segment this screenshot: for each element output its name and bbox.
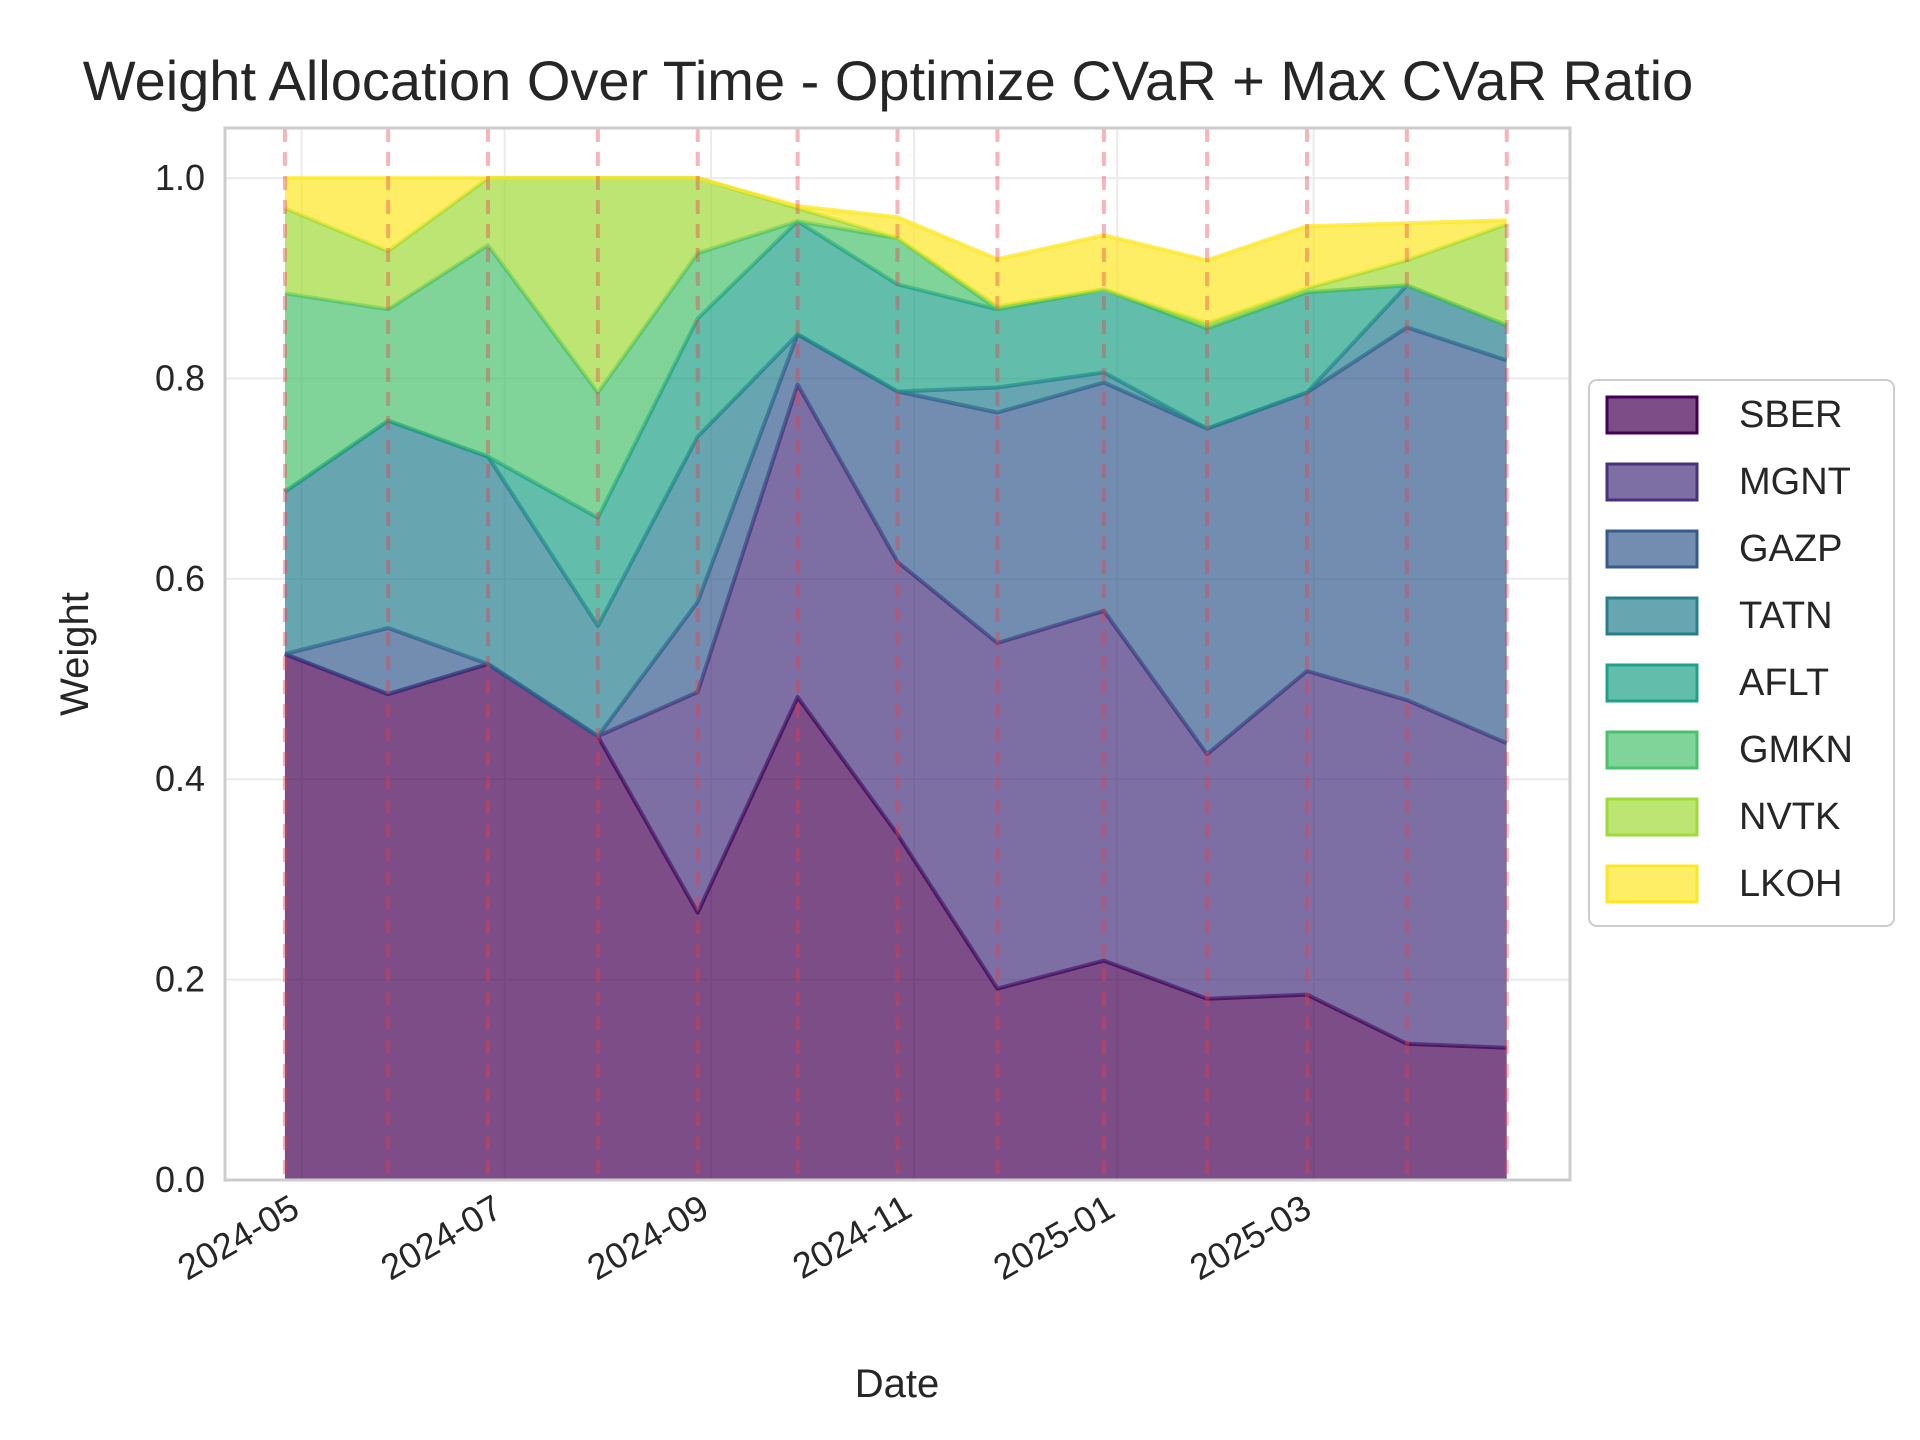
- stacked-areas: [283, 176, 1508, 1180]
- y-tick-labels: 0.0 0.2 0.4 0.6 0.8 1.0: [155, 157, 205, 1200]
- area-gazp: [284, 327, 1507, 755]
- legend-label-lkoh: LKOH: [1739, 863, 1842, 905]
- y-tick-label: 0.6: [155, 558, 205, 599]
- legend: SBER MGNT GAZP TATN AFLT GMKN NVTK LKOH: [1588, 379, 1895, 927]
- legend-label-mgnt: MGNT: [1739, 461, 1851, 503]
- x-tick-label: 2024-11: [786, 1186, 919, 1286]
- area-aflt: [284, 221, 1507, 626]
- area-lkoh: [284, 178, 1507, 324]
- legend-swatch-sber: [1605, 395, 1699, 435]
- rebalance-lines: [282, 128, 1509, 1180]
- legend-label-nvtk: NVTK: [1739, 796, 1840, 838]
- legend-label-aflt: AFLT: [1739, 662, 1829, 704]
- legend-swatch-gazp: [1605, 529, 1699, 569]
- x-axis-label: Date: [855, 1362, 940, 1406]
- y-tick-label: 0.2: [155, 959, 205, 1000]
- legend-swatch-gmkn: [1605, 730, 1699, 770]
- legend-swatch-lkoh: [1605, 864, 1699, 904]
- area-nvtk: [284, 178, 1507, 393]
- area-mgnt: [284, 384, 1507, 1048]
- legend-label-gmkn: GMKN: [1739, 729, 1853, 771]
- series-line-lkoh: [284, 176, 1507, 263]
- legend-label-gazp: GAZP: [1739, 528, 1842, 570]
- legend-swatch-aflt: [1605, 663, 1699, 703]
- area-sber: [284, 654, 1507, 1180]
- y-tick-label: 0.8: [155, 357, 205, 398]
- x-tick-label: 2025-01: [986, 1186, 1121, 1288]
- chart-title: Weight Allocation Over Time - Optimize C…: [83, 49, 1694, 112]
- x-tick-label: 2024-05: [171, 1186, 306, 1288]
- legend-swatch-mgnt: [1605, 462, 1699, 502]
- legend-swatch-nvtk: [1605, 797, 1699, 837]
- y-tick-label: 0.4: [155, 758, 205, 799]
- x-tick-label: 2024-07: [374, 1186, 509, 1288]
- legend-swatch-tatn: [1605, 596, 1699, 636]
- area-tatn: [284, 285, 1507, 737]
- area-gmkn: [284, 221, 1507, 518]
- x-tick-label: 2024-09: [580, 1186, 715, 1288]
- x-tick-labels: 2024-05 2024-07 2024-09 2024-11 2025-01 2025-…: [171, 1186, 1318, 1288]
- legend-box: [1588, 379, 1895, 927]
- y-tick-label: 0.0: [155, 1159, 205, 1200]
- y-axis-label: Weight: [53, 592, 97, 716]
- y-tick-label: 1.0: [155, 157, 205, 198]
- plot-frame: [223, 126, 1572, 1182]
- x-tick-label: 2025-03: [1183, 1186, 1318, 1288]
- legend-label-tatn: TATN: [1739, 595, 1833, 637]
- legend-label-sber: SBER: [1739, 394, 1842, 436]
